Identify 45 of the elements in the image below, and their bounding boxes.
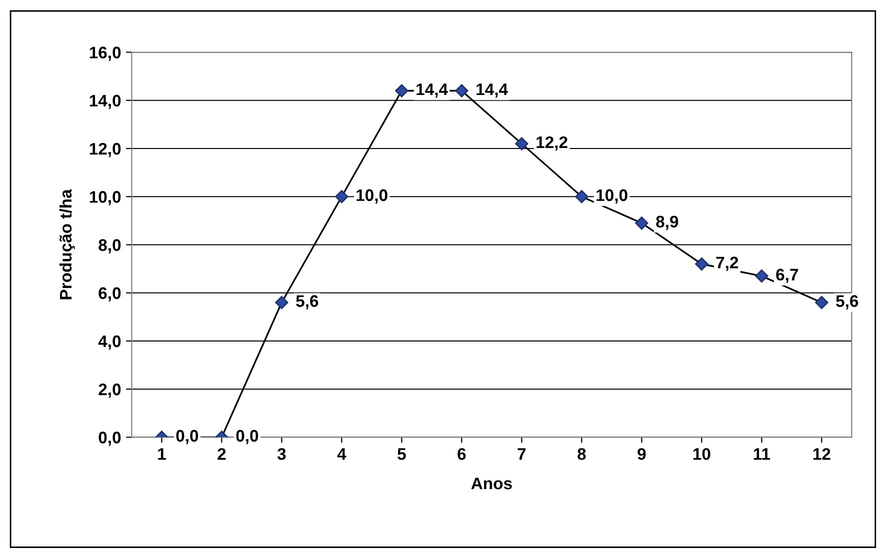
x-tick-label: 9 — [638, 448, 646, 460]
point — [695, 257, 708, 271]
x-tick-label: 11 — [754, 448, 770, 460]
point — [515, 137, 528, 150]
y-tick-label: 12,0 — [90, 142, 121, 158]
data-label: 12,2 — [536, 136, 568, 151]
data-label: 5,6 — [836, 295, 858, 310]
point — [275, 296, 288, 310]
data-label: 10,0 — [596, 189, 628, 204]
point — [635, 216, 648, 230]
x-tick-label: 6 — [458, 448, 466, 460]
y-tick-label: 8,0 — [98, 239, 121, 254]
y-tick-label: 0,0 — [98, 432, 121, 446]
x-tick-label: 4 — [337, 448, 346, 460]
data-label: 5,6 — [296, 295, 318, 310]
x-tick-label: 1 — [158, 448, 166, 460]
point — [815, 296, 828, 310]
x-tick-label: 7 — [518, 448, 526, 460]
y-tick-label: 6,0 — [98, 287, 121, 302]
data-label: 14,4 — [416, 84, 448, 98]
data-label: 7,2 — [716, 256, 738, 271]
y-tick-label: 10,0 — [90, 191, 121, 206]
x-tick-label: 2 — [218, 448, 226, 460]
y-tick-label: 14,0 — [90, 94, 121, 109]
point — [395, 84, 408, 98]
y-tick-label: 4,0 — [98, 335, 121, 350]
point — [455, 84, 468, 98]
data-label: 8,9 — [656, 216, 678, 230]
point — [755, 269, 768, 283]
point — [335, 190, 348, 204]
x-tick-label: 3 — [277, 448, 286, 460]
x-tick-label: 10 — [693, 448, 710, 460]
point — [575, 190, 588, 204]
data-label: 0,0 — [176, 430, 198, 444]
data-label: 10,0 — [356, 189, 388, 204]
y-tick-label: 16,0 — [90, 46, 121, 61]
data-label: 14,4 — [476, 84, 508, 98]
data-label: 6,7 — [776, 268, 798, 283]
x-tick-label: 5 — [398, 448, 406, 460]
x-tick-label: 8 — [578, 448, 586, 460]
y-tick-label: 2,0 — [98, 384, 121, 398]
x-axis-title: Anos — [471, 478, 512, 490]
y-axis-title: Produção t/ha — [59, 189, 75, 300]
x-tick-label: 12 — [813, 448, 830, 460]
data-label: 0,0 — [236, 430, 258, 444]
